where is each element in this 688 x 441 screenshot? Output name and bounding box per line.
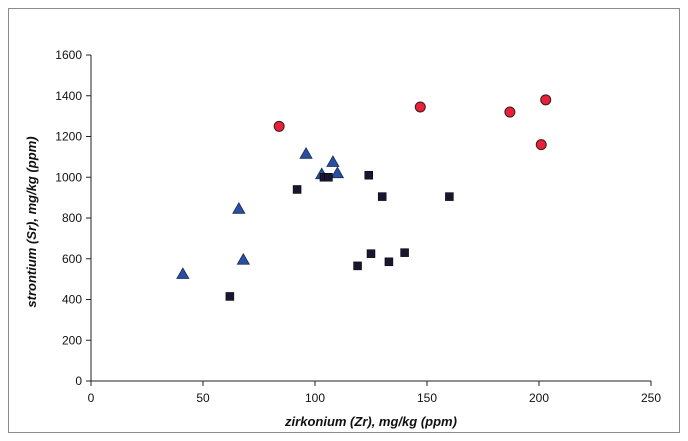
data-point-triangle [236, 252, 251, 265]
y-axis-label: strontium (Sr), mg/kg (ppm) [24, 136, 39, 307]
data-point-square [377, 192, 387, 201]
y-tick-label: 600 [62, 252, 82, 266]
data-point-square [445, 192, 454, 201]
y-tick-label: 1200 [55, 130, 82, 144]
y-tick-label: 1600 [55, 48, 82, 62]
data-point-triangle [176, 267, 190, 279]
data-point-circle [504, 106, 516, 118]
data-point-square [324, 173, 333, 182]
y-tick-label: 1000 [55, 170, 82, 184]
data-point-triangle [299, 147, 313, 159]
data-point-triangle [232, 202, 246, 214]
data-point-square [225, 292, 235, 301]
data-point-square [353, 261, 362, 271]
data-point-triangle [326, 155, 340, 167]
data-point-square [292, 185, 302, 194]
x-tick-label: 50 [196, 391, 210, 405]
data-point-square [384, 257, 394, 267]
x-tick-label: 100 [305, 391, 325, 405]
data-point-circle [414, 101, 426, 113]
data-point-circle [540, 94, 552, 106]
y-tick-label: 1400 [55, 89, 82, 103]
y-tick-label: 0 [75, 374, 82, 388]
y-tick-label: 800 [62, 211, 82, 225]
x-tick-label: 250 [641, 391, 661, 405]
x-axis-label: zirkonium (Zr), mg/kg (ppm) [284, 414, 457, 429]
data-point-square [400, 248, 409, 257]
data-point-triangle [330, 166, 345, 179]
y-tick-label: 200 [62, 333, 82, 347]
y-tick-label: 400 [62, 293, 82, 307]
data-point-square [364, 170, 374, 180]
x-tick-label: 0 [88, 391, 95, 405]
x-tick-label: 150 [417, 391, 437, 405]
data-point-square [366, 249, 376, 258]
x-tick-label: 200 [529, 391, 549, 405]
data-point-circle [535, 139, 547, 151]
chart-frame [8, 8, 680, 433]
data-point-circle [273, 120, 285, 132]
